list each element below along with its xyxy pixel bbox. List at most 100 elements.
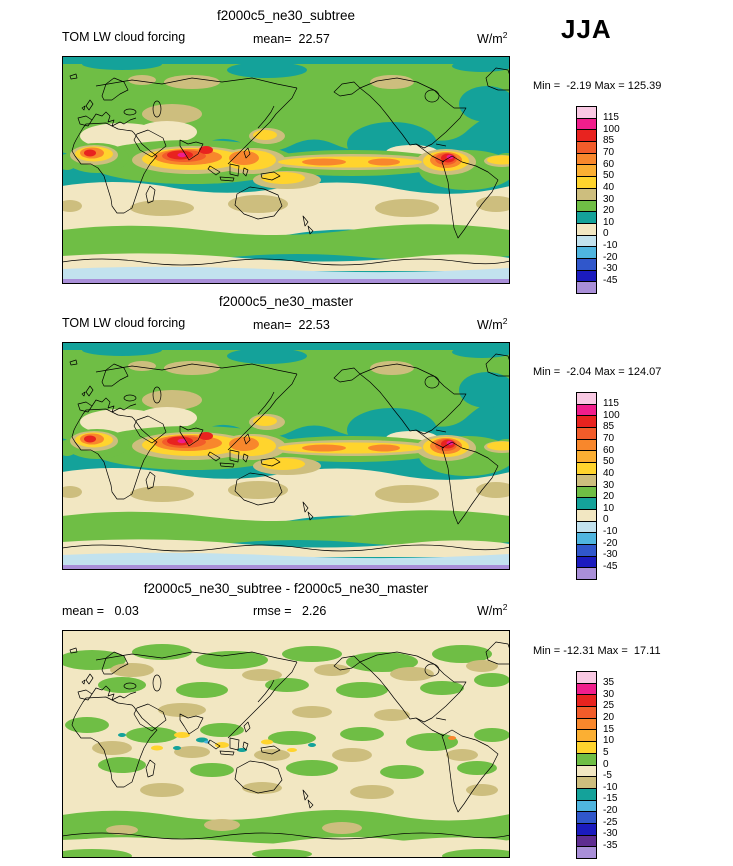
colorbar-tick-label: 30 xyxy=(603,479,615,491)
panel1-variable-label: TOM LW cloud forcing xyxy=(62,30,186,44)
colorbar-cell xyxy=(577,521,596,534)
colorbar-cell xyxy=(577,812,596,824)
colorbar-cell xyxy=(577,695,596,708)
colorbar-cell xyxy=(577,823,596,836)
colorbar-cell xyxy=(577,753,596,766)
colorbar-tick-label: 100 xyxy=(603,123,620,135)
colorbar-cell xyxy=(577,118,596,131)
panel1-mean-value: mean= 22.57 xyxy=(253,32,330,46)
colorbar-tick-label: -30 xyxy=(603,549,618,561)
colorbar-tick-label: 50 xyxy=(603,170,615,182)
colorbar-tick-label: -30 xyxy=(603,828,618,840)
colorbar-cell xyxy=(577,439,596,452)
colorbar-tick-label: 0 xyxy=(603,228,609,240)
panel3-colorbar: 35 30 25 20 15 10 5 0 -5 -10 -15 -20 -25 -30 -35 xyxy=(576,671,646,861)
colorbar-tick-label: 10 xyxy=(603,502,615,514)
colorbar-tick-label: 0 xyxy=(603,758,609,770)
colorbar-cell xyxy=(577,544,596,557)
colorbar-tick-label: 20 xyxy=(603,712,615,723)
colorbar-cell xyxy=(577,777,596,789)
map-subtree xyxy=(62,56,510,284)
colorbar-tick-label: 115 xyxy=(603,398,619,410)
colorbar-cell xyxy=(577,393,596,405)
colorbar-tick-label: 100 xyxy=(603,409,620,421)
units-exponent: 2 xyxy=(502,316,508,326)
colorbar-tick-label: 25 xyxy=(603,700,615,712)
colorbar-tick-label: -10 xyxy=(603,240,618,251)
units-base: W/m xyxy=(477,32,503,47)
colorbar-tick-label: -20 xyxy=(603,805,618,816)
panel3-units-label: W/m2 xyxy=(477,602,507,618)
units-base: W/m xyxy=(477,604,503,619)
colorbar-tick-label: -35 xyxy=(603,839,618,851)
panel2-title: f2000c5_ne30_master xyxy=(218,294,354,309)
colorbar-cell xyxy=(577,247,596,259)
units-exponent: 2 xyxy=(502,30,508,40)
colorbar-cell xyxy=(577,142,596,154)
colorbar-cell xyxy=(577,718,596,731)
colorbar-tick-label: -30 xyxy=(603,263,618,275)
colorbar-cell xyxy=(577,533,596,545)
colorbar-tick-label: 30 xyxy=(603,688,615,700)
panel3-mean-value: mean = 0.03 xyxy=(62,604,139,618)
panel1-title: f2000c5_ne30_subtree xyxy=(216,8,356,23)
colorbar-tick-label: 115 xyxy=(603,112,619,124)
panel1-colorbar: 115 100 85 70 60 50 40 30 20 10 0 -10 -20 -30 -45 xyxy=(576,106,646,296)
colorbar-tick-label: 40 xyxy=(603,181,615,193)
season-label: JJA xyxy=(561,14,612,44)
map-master xyxy=(62,342,510,570)
colorbar-cell xyxy=(577,707,596,719)
colorbar-tick-label: 30 xyxy=(603,193,615,205)
colorbar-cell xyxy=(577,835,596,848)
colorbar-cell xyxy=(577,765,596,778)
colorbar-cell xyxy=(577,568,596,579)
colorbar-tick-label: 85 xyxy=(603,135,615,147)
panel3-rmse-value: rmse = 2.26 xyxy=(253,604,327,618)
colorbar-tick-label: 85 xyxy=(603,421,615,433)
colorbar-tick-label: -10 xyxy=(603,526,618,537)
colorbar-tick-label: 70 xyxy=(603,433,615,444)
colorbar-cell xyxy=(577,847,596,858)
colorbar-cell xyxy=(577,486,596,499)
colorbar-tick-label: -15 xyxy=(603,793,618,805)
colorbar-cells xyxy=(576,106,597,294)
colorbar-cell xyxy=(577,474,596,487)
colorbar-cell xyxy=(577,800,596,813)
colorbar-cell xyxy=(577,153,596,166)
colorbar-cell xyxy=(577,235,596,248)
colorbar-tick-label: -25 xyxy=(603,816,618,828)
colorbar-cell xyxy=(577,672,596,684)
colorbar-cell xyxy=(577,165,596,178)
colorbar-cell xyxy=(577,188,596,201)
colorbar-tick-label: -20 xyxy=(603,251,618,263)
colorbar-tick-label: 50 xyxy=(603,456,615,468)
colorbar-tick-label: 10 xyxy=(603,216,615,228)
panel1-minmax: Min = -2.19 Max = 125.39 xyxy=(533,80,662,92)
colorbar-cell xyxy=(577,200,596,213)
colorbar-tick-label: 15 xyxy=(603,723,615,735)
colorbar-cell xyxy=(577,130,596,143)
colorbar-tick-label: 20 xyxy=(603,491,615,503)
units-base: W/m xyxy=(477,318,503,333)
colorbar-cells xyxy=(576,671,597,859)
colorbar-cell xyxy=(577,258,596,271)
colorbar-cell xyxy=(577,282,596,293)
colorbar-cell xyxy=(577,742,596,754)
colorbar-tick-label: -45 xyxy=(603,560,618,572)
colorbar-tick-label: 20 xyxy=(603,205,615,217)
colorbar-cell xyxy=(577,509,596,522)
colorbar-tick-label: 0 xyxy=(603,514,609,526)
colorbar-cell xyxy=(577,730,596,743)
colorbar-tick-label: 10 xyxy=(603,735,615,747)
units-exponent: 2 xyxy=(502,602,508,612)
colorbar-cell xyxy=(577,428,596,440)
panel2-units-label: W/m2 xyxy=(477,316,507,332)
colorbar-cell xyxy=(577,556,596,569)
colorbar-cell xyxy=(577,107,596,119)
colorbar-tick-label: -20 xyxy=(603,537,618,549)
colorbar-tick-label: -10 xyxy=(603,781,618,793)
panel2-mean-value: mean= 22.53 xyxy=(253,318,330,332)
panel3-title: f2000c5_ne30_subtree - f2000c5_ne30_mast… xyxy=(143,581,429,596)
map-difference xyxy=(62,630,510,858)
